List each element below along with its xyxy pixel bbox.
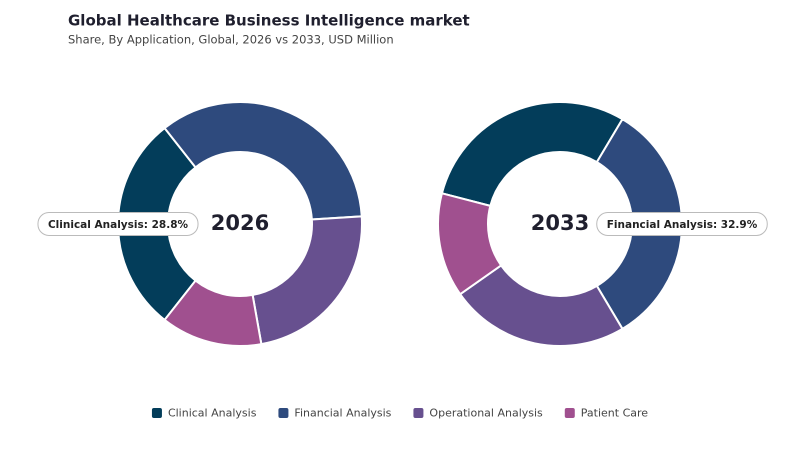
legend-marker [278, 408, 289, 418]
callout-label: Financial Analysis: 32.9% [607, 219, 758, 231]
center-label: 2033 [531, 211, 589, 235]
chart-title: Global Healthcare Business Intelligence … [68, 12, 470, 30]
legend-label: Operational Analysis [429, 407, 543, 420]
center-label: 2026 [211, 211, 269, 235]
donut-segment [437, 192, 503, 296]
callout-box [596, 212, 768, 236]
legend-label: Clinical Analysis [168, 407, 257, 420]
legend-label: Patient Care [581, 407, 649, 420]
donut-segment [251, 215, 363, 346]
legend-label: Financial Analysis [294, 407, 391, 420]
donut-segment [163, 279, 263, 347]
legend-marker [564, 408, 575, 418]
callout-label: Clinical Analysis: 28.8% [48, 219, 189, 231]
donut-segment [440, 101, 624, 208]
legend-marker [151, 408, 162, 418]
chart-subtitle: Share, By Application, Global, 2026 vs 2… [68, 33, 394, 47]
legend-marker [413, 408, 424, 418]
callout-box [37, 212, 199, 236]
donut-segment [163, 101, 363, 221]
